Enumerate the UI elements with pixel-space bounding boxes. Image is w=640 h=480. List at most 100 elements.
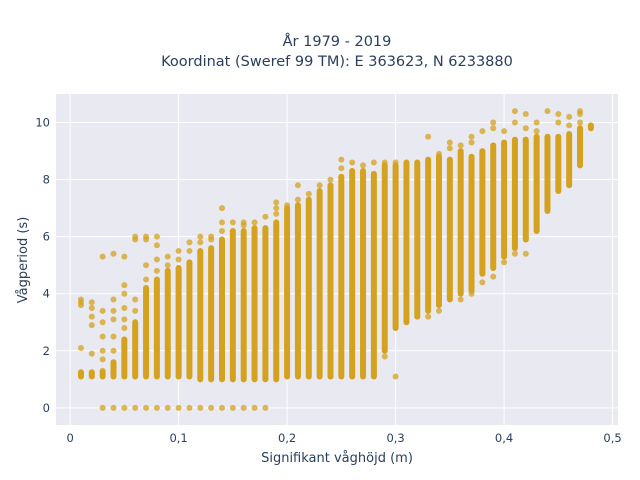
data-point <box>99 319 106 326</box>
data-point <box>153 256 160 263</box>
chart-title-line1: År 1979 - 2019 <box>283 33 392 50</box>
data-point <box>88 322 95 329</box>
data-point <box>435 150 442 157</box>
data-point <box>316 182 323 189</box>
data-point <box>99 404 106 411</box>
data-point <box>77 299 84 306</box>
data-point <box>273 210 280 217</box>
data-point-column <box>197 247 204 383</box>
data-point-column <box>381 162 388 354</box>
data-point <box>218 227 225 234</box>
y-tick-label: 2 <box>43 344 50 358</box>
data-point <box>511 119 518 126</box>
data-point <box>121 324 128 331</box>
data-point-column <box>284 205 291 380</box>
data-point <box>88 305 95 312</box>
y-tick-label: 6 <box>43 230 50 244</box>
data-point <box>240 219 247 226</box>
data-point <box>121 282 128 289</box>
data-point <box>577 108 584 115</box>
data-point <box>479 279 486 286</box>
data-point <box>490 273 497 280</box>
data-point-column <box>294 202 301 380</box>
data-point <box>522 125 529 132</box>
data-point <box>121 290 128 297</box>
data-point <box>164 404 171 411</box>
data-point <box>468 133 475 140</box>
data-point <box>99 333 106 340</box>
data-point-column <box>414 159 421 320</box>
data-point <box>121 305 128 312</box>
data-point <box>392 159 399 166</box>
data-point <box>175 404 182 411</box>
data-point <box>468 290 475 297</box>
data-point-column <box>240 227 247 383</box>
data-point <box>132 307 139 314</box>
data-point <box>164 262 171 269</box>
data-point <box>186 239 193 246</box>
data-point-column <box>511 136 518 252</box>
data-point <box>88 370 95 377</box>
data-point <box>577 119 584 126</box>
data-point <box>197 404 204 411</box>
data-point <box>566 122 573 129</box>
data-point <box>338 165 345 172</box>
data-point <box>457 296 464 303</box>
data-point <box>164 253 171 260</box>
data-point-column <box>360 168 367 380</box>
data-point-column <box>273 219 280 383</box>
x-tick-labels: 0 0,1 0,2 0,3 0,4 0,5 <box>66 431 621 445</box>
data-point <box>349 359 356 366</box>
data-point-column <box>153 276 160 380</box>
data-point <box>273 205 280 212</box>
data-point <box>446 285 453 292</box>
data-point <box>360 364 367 371</box>
data-point-column <box>555 133 562 195</box>
data-point <box>153 233 160 240</box>
data-point <box>501 128 508 135</box>
data-point <box>522 110 529 117</box>
y-tick-label: 0 <box>43 401 50 415</box>
data-point <box>555 110 562 117</box>
data-point <box>153 242 160 249</box>
data-point <box>284 202 291 209</box>
data-point-column <box>327 182 334 380</box>
data-point-column <box>251 225 258 383</box>
data-point <box>110 404 117 411</box>
data-point <box>490 125 497 132</box>
data-point <box>501 259 508 266</box>
data-point <box>251 219 258 226</box>
data-point-column <box>229 227 236 383</box>
data-point <box>110 347 117 354</box>
data-point <box>425 133 432 140</box>
data-point <box>457 276 464 283</box>
data-point-column <box>370 170 377 380</box>
data-point <box>229 404 236 411</box>
data-point-column <box>533 133 540 234</box>
y-tick-label: 8 <box>43 173 50 187</box>
data-point <box>110 250 117 257</box>
data-point <box>446 145 453 152</box>
data-point-column <box>544 133 551 214</box>
data-point <box>435 307 442 314</box>
data-point-column <box>143 285 150 380</box>
data-point <box>392 373 399 380</box>
data-point <box>490 119 497 126</box>
data-point <box>457 142 464 149</box>
data-point <box>77 370 84 377</box>
data-point <box>143 404 150 411</box>
data-point-column <box>501 139 508 260</box>
y-tick-labels: 0 2 4 6 8 10 <box>35 116 50 415</box>
data-point <box>121 404 128 411</box>
data-point <box>262 213 269 220</box>
chart-title-line2: Koordinat (Sweref 99 TM): E 363623, N 62… <box>161 54 513 70</box>
data-point <box>360 162 367 169</box>
data-point-column <box>132 319 139 380</box>
data-point <box>197 233 204 240</box>
data-point <box>88 350 95 357</box>
data-point-column <box>316 188 323 380</box>
data-point <box>370 159 377 166</box>
data-point <box>110 316 117 323</box>
data-point <box>251 404 258 411</box>
data-point <box>99 367 106 374</box>
